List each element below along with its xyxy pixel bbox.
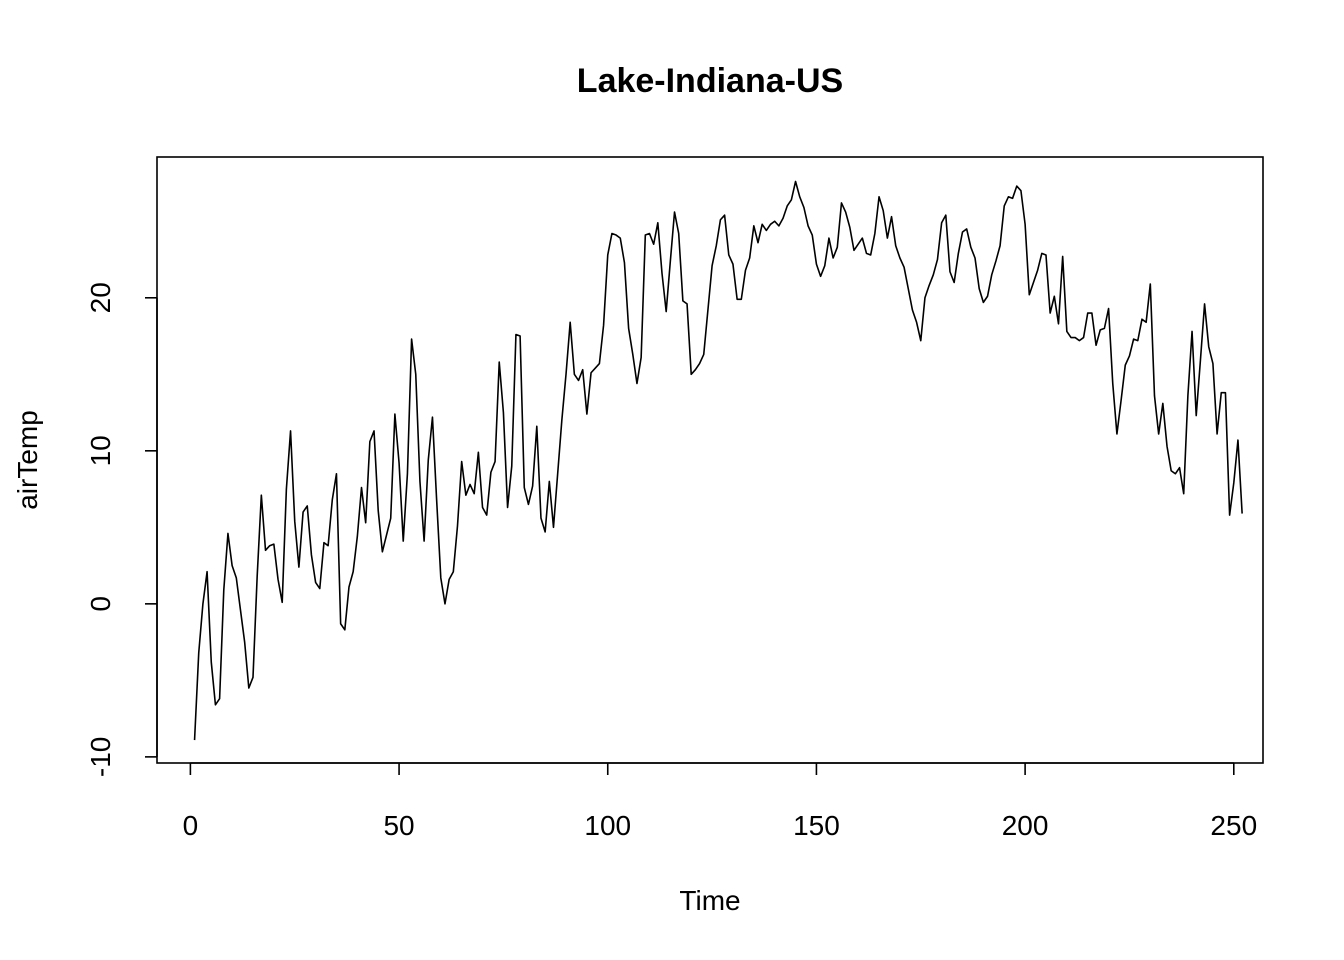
plot-frame: [156, 156, 1264, 764]
x-tick-label: 200: [1002, 810, 1049, 841]
y-tick-label: 10: [85, 435, 116, 466]
x-axis-label: Time: [679, 885, 740, 916]
chart-title: Lake-Indiana-US: [577, 62, 843, 100]
series-group: [193, 180, 1243, 741]
y-tick-label: -10: [85, 737, 116, 777]
y-tick-label: 0: [85, 596, 116, 612]
y-axis: -10 0 10 20: [85, 282, 158, 777]
series-line-0: [193, 180, 1243, 741]
x-tick-label: 250: [1210, 810, 1257, 841]
x-tick-label: 50: [383, 810, 414, 841]
x-axis: 0 50 100 150 200 250: [183, 762, 1257, 841]
x-tick-label: 100: [584, 810, 631, 841]
y-tick-label: 20: [85, 282, 116, 313]
x-tick-label: 150: [793, 810, 840, 841]
x-tick-label: 0: [183, 810, 199, 841]
y-axis-label: airTemp: [12, 410, 43, 510]
